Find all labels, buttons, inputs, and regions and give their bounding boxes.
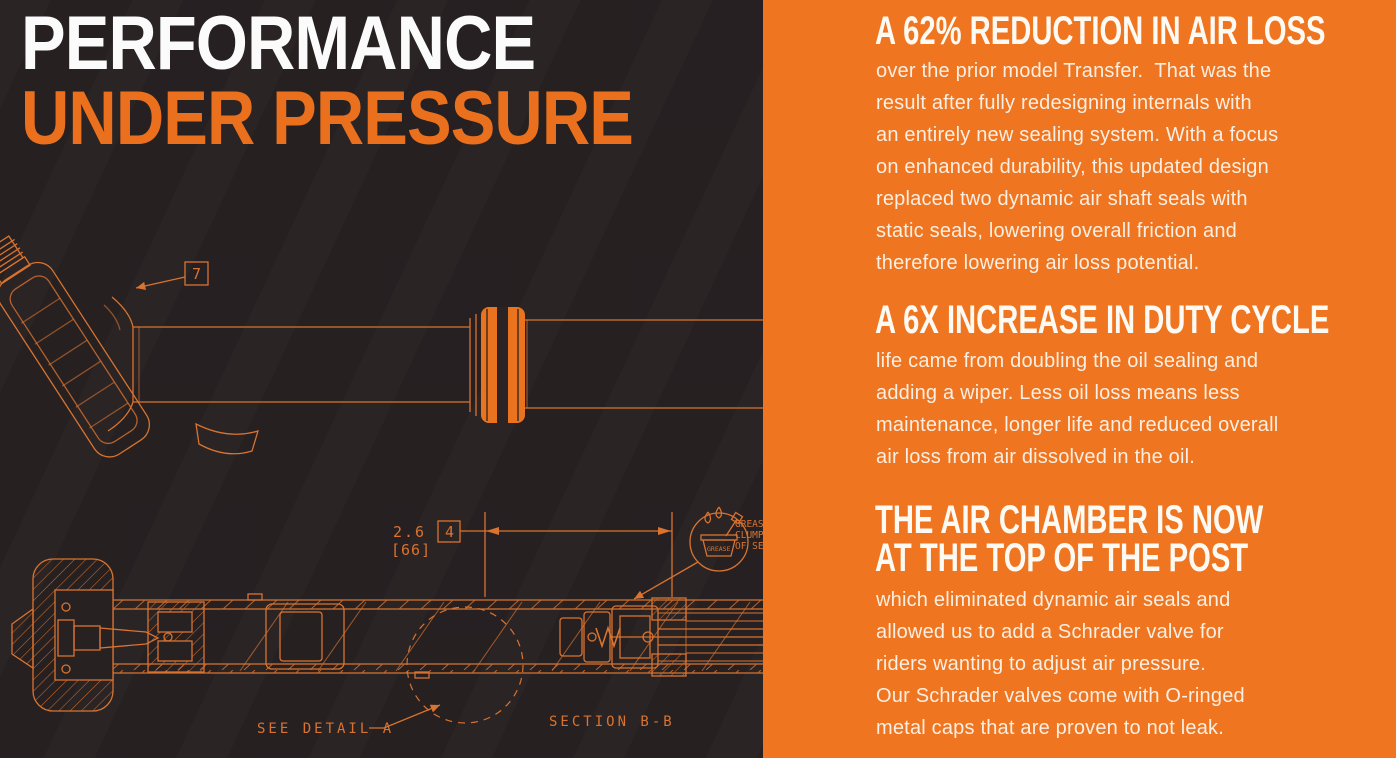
saddle-clamp <box>0 235 151 458</box>
dim-value-label: 2.6 <box>393 523 426 541</box>
section-heading-air-loss: A 62% REDUCTION IN AIR LOSS <box>875 9 1396 53</box>
side-view-drawing: 7 <box>0 235 763 458</box>
heading-line: A 62% REDUCTION IN AIR LOSS <box>875 9 1326 53</box>
section-nose <box>11 607 34 670</box>
dimension-2-6 <box>437 512 673 597</box>
section-heading-duty-cycle: A 6X INCREASE IN DUTY CYCLE <box>875 298 1396 342</box>
dim-callout-4-label: 4 <box>445 523 454 541</box>
drawing-background: PERFORMANCE UNDER PRESSURE <box>0 0 763 758</box>
section-view-drawing: 2.6 [66] 4 <box>11 506 763 737</box>
seatpost-technical-drawing: 7 <box>0 235 763 737</box>
see-detail-label: SEE DETAIL A <box>257 721 394 737</box>
page-title: PERFORMANCE UNDER PRESSURE <box>21 1 716 161</box>
heading-line: A 6X INCREASE IN DUTY CYCLE <box>875 298 1330 342</box>
seal-collar <box>481 307 525 423</box>
copy-panel: A 62% REDUCTION IN AIR LOSS over the pri… <box>763 0 1396 758</box>
grease-callout <box>633 506 749 600</box>
see-detail-leader <box>369 704 441 729</box>
section-bb-label: SECTION B-B <box>549 714 675 730</box>
heading-line: AT THE TOP OF THE POST <box>875 536 1249 580</box>
grease-icon-label: GREASE <box>707 545 731 553</box>
callout-7 <box>135 261 209 291</box>
grease-icon <box>700 506 744 557</box>
page-title-line2: UNDER PRESSURE <box>21 76 634 161</box>
dim-bracket-label: [66] <box>391 541 431 559</box>
section-heading-air-chamber: THE AIR CHAMBER IS NOW AT THE TOP OF THE… <box>875 498 1396 580</box>
clamp-bolt <box>0 235 31 285</box>
callout-7-label: 7 <box>192 265 201 283</box>
section-body-air-loss: over the prior model Transfer. That was … <box>876 60 1279 274</box>
svg-text:OF SE: OF SE <box>735 541 763 552</box>
valve-assembly <box>559 597 763 677</box>
section-body-air-chamber: which eliminated dynamic air seals and a… <box>876 589 1245 739</box>
clamp-lower-jaw <box>195 422 259 455</box>
grease-note: GREASE CLUMP OF SE <box>735 519 763 552</box>
heading-line: THE AIR CHAMBER IS NOW <box>875 498 1264 542</box>
section-body-duty-cycle: life came from doubling the oil sealing … <box>876 350 1279 468</box>
svg-text:GREASE: GREASE <box>735 519 763 530</box>
svg-text:CLUMP: CLUMP <box>735 530 763 541</box>
detail-a-circle <box>406 606 524 724</box>
page-title-line1: PERFORMANCE <box>21 1 536 86</box>
